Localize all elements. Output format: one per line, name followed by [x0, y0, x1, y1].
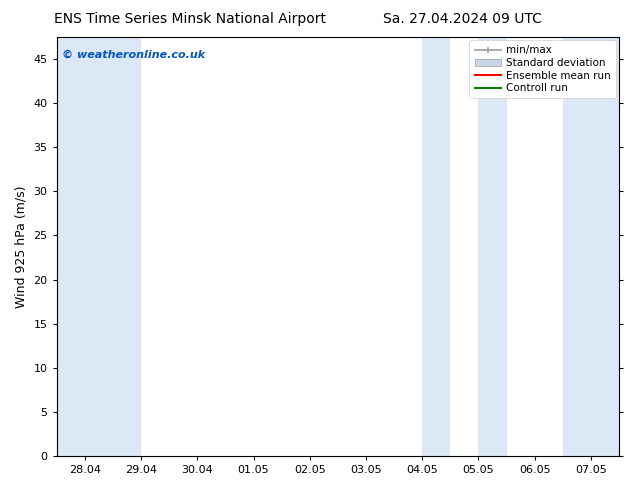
Text: ENS Time Series Minsk National Airport: ENS Time Series Minsk National Airport: [54, 12, 327, 26]
Text: Sa. 27.04.2024 09 UTC: Sa. 27.04.2024 09 UTC: [384, 12, 542, 26]
Legend: min/max, Standard deviation, Ensemble mean run, Controll run: min/max, Standard deviation, Ensemble me…: [469, 40, 616, 98]
Bar: [56, 37, 141, 456]
Bar: [479, 37, 507, 456]
Bar: [422, 37, 450, 456]
Text: © weatheronline.co.uk: © weatheronline.co.uk: [62, 49, 205, 60]
Y-axis label: Wind 925 hPa (m/s): Wind 925 hPa (m/s): [15, 185, 28, 308]
Bar: [563, 37, 630, 456]
